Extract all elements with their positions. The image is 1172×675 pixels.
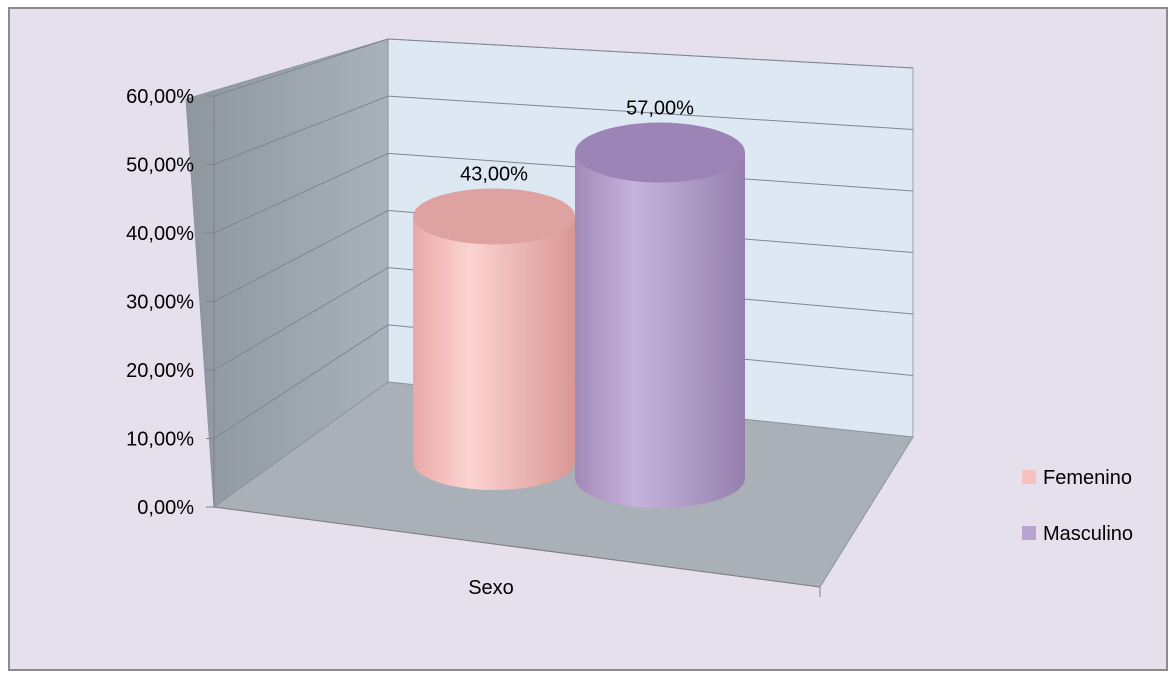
bar-masculino: 57,00%	[575, 98, 745, 508]
gridline-side	[213, 324, 389, 439]
y-tick-label: 60,00%	[126, 86, 194, 108]
legend-label: Femenino	[1043, 467, 1132, 489]
y-tick-label: 20,00%	[126, 360, 194, 382]
bars: 43,00% 57,00%	[413, 98, 745, 508]
gridline-back	[387, 95, 914, 130]
gridline-back	[387, 38, 914, 69]
y-tick-label: 0,00%	[137, 497, 194, 519]
y-tick-label: 50,00%	[126, 155, 194, 177]
gridline-side	[213, 210, 389, 302]
y-axis: 0,00% 10,00% 20,00% 30,00% 40,00% 50,00% 60,00…	[126, 86, 214, 519]
bar-femenino: 43,00%	[413, 163, 575, 490]
x-tick-label: Sexo	[468, 577, 514, 599]
gridline-side	[213, 38, 389, 97]
bar-body	[413, 216, 575, 490]
gridline-side	[213, 95, 389, 165]
gridline-side	[213, 267, 389, 371]
legend-label: Masculino	[1043, 523, 1133, 545]
x-axis-line	[213, 506, 821, 588]
gridline-side	[213, 152, 389, 234]
data-label: 57,00%	[626, 98, 694, 120]
y-tick-label: 40,00%	[126, 223, 194, 245]
y-tick-label: 10,00%	[126, 429, 194, 451]
data-label: 43,00%	[460, 163, 528, 185]
legend-swatch	[1022, 526, 1036, 540]
bar-top	[575, 122, 745, 183]
bar-top	[413, 188, 575, 245]
legend-swatch	[1022, 470, 1036, 484]
legend: Femenino Masculino	[1022, 467, 1133, 545]
y-tick-label: 30,00%	[126, 292, 194, 314]
bar-body	[575, 152, 745, 508]
